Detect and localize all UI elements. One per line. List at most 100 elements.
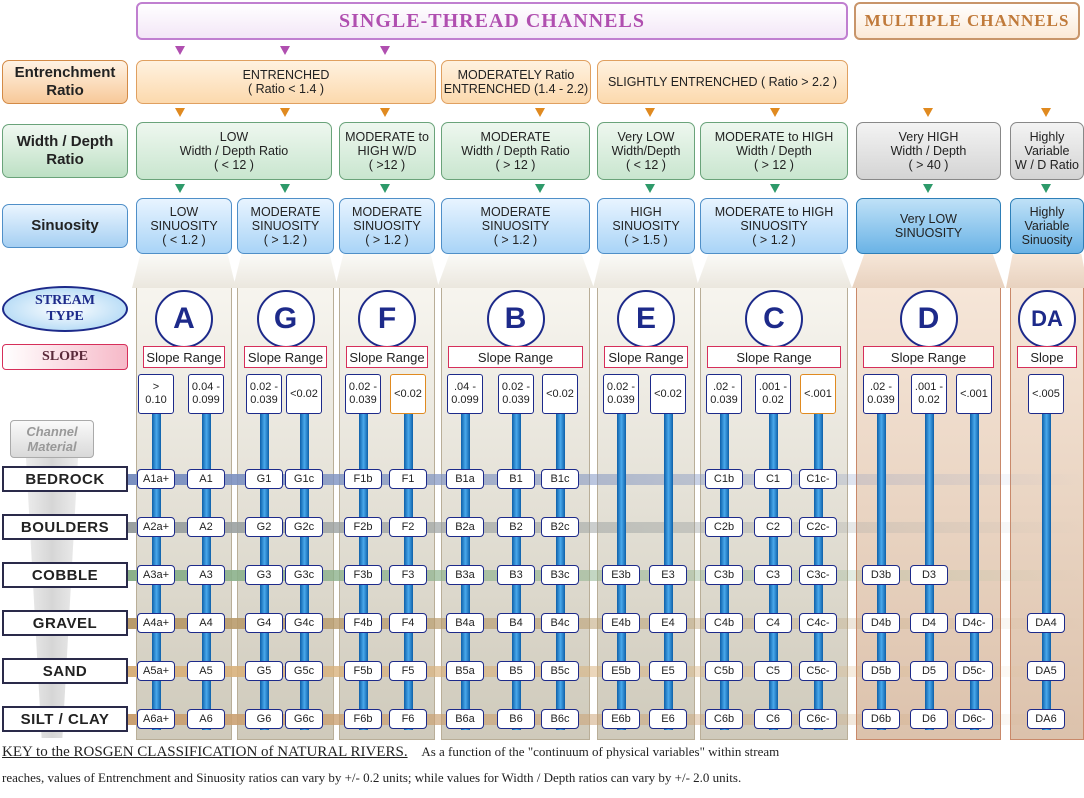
pipe <box>664 390 673 730</box>
pipe <box>461 390 470 730</box>
width-depth-box: MODERATE Width / Depth Ratio ( > 12 ) <box>441 122 590 180</box>
down-arrow-icon <box>380 108 390 117</box>
stream-type-e: E <box>617 290 675 348</box>
stream-type-cell: B6 <box>497 709 535 729</box>
stream-type-cell: D3b <box>862 565 900 585</box>
down-arrow-icon <box>923 108 933 117</box>
entrenchment-box: MODERATELY Ratio ENTRENCHED (1.4 - 2.2) <box>441 60 591 104</box>
sinuosity-box: MODERATE SINUOSITY ( > 1.2 ) <box>339 198 435 254</box>
down-arrow-icon <box>535 108 545 117</box>
column-funnel <box>593 254 699 288</box>
slope-value: <.001 <box>956 374 992 414</box>
footer-line-1: As a function of the "continuum of physi… <box>421 744 780 759</box>
pipe <box>152 390 161 730</box>
slope-value: <0.02 <box>542 374 578 414</box>
slope-value: 0.02 - 0.039 <box>498 374 534 414</box>
stream-type-cell: C3 <box>754 565 792 585</box>
pipe <box>260 390 269 730</box>
stream-type-cell: C6c- <box>799 709 837 729</box>
stream-type-cell: A2 <box>187 517 225 537</box>
stream-type-cell: C4c- <box>799 613 837 633</box>
stream-type-cell: A3a+ <box>137 565 175 585</box>
sinuosity-box: LOW SINUOSITY ( < 1.2 ) <box>136 198 232 254</box>
entrenchment-ratio-label: Entrenchment Ratio <box>2 60 128 104</box>
stream-type-cell: D5 <box>910 661 948 681</box>
entrenchment-box: SLIGHTLY ENTRENCHED ( Ratio > 2.2 ) <box>597 60 848 104</box>
material-band <box>128 522 1084 533</box>
stream-type-cell: A4a+ <box>137 613 175 633</box>
down-arrow-icon <box>770 184 780 193</box>
stream-type-cell: C3c- <box>799 565 837 585</box>
stream-type-cell: C4b <box>705 613 743 633</box>
down-arrow-icon <box>380 46 390 55</box>
stream-type-cell: A1 <box>187 469 225 489</box>
stream-type-cell: G4c <box>285 613 323 633</box>
stream-type-cell: C1b <box>705 469 743 489</box>
slope-value: .001 - 0.02 <box>911 374 947 414</box>
width-depth-ratio-label: Width / Depth Ratio <box>2 124 128 178</box>
material-sand: SAND <box>2 658 128 684</box>
slope-range-label: Slope Range <box>604 346 688 368</box>
single-thread-header: SINGLE-THREAD CHANNELS <box>136 2 848 40</box>
stream-type-cell: F1 <box>389 469 427 489</box>
slope-label: SLOPE <box>2 344 128 370</box>
stream-type-cell: F6b <box>344 709 382 729</box>
stream-type-label: STREAM TYPE <box>2 286 128 332</box>
stream-type-cell: C1 <box>754 469 792 489</box>
slope-value: 0.02 - 0.039 <box>246 374 282 414</box>
stream-type-cell: C1c- <box>799 469 837 489</box>
stream-type-cell: G5 <box>245 661 283 681</box>
stream-type-cell: G3 <box>245 565 283 585</box>
stream-type-cell: B5 <box>497 661 535 681</box>
stream-type-cell: DA6 <box>1027 709 1065 729</box>
stream-type-cell: B4a <box>446 613 484 633</box>
down-arrow-icon <box>645 184 655 193</box>
column-funnel <box>437 254 594 288</box>
stream-type-cell: B3c <box>541 565 579 585</box>
slope-value: 0.02 - 0.039 <box>603 374 639 414</box>
slope-value: .02 - 0.039 <box>863 374 899 414</box>
material-gravel: GRAVEL <box>2 610 128 636</box>
stream-type-cell: F2b <box>344 517 382 537</box>
slope-range-label: Slope Range <box>448 346 583 368</box>
width-depth-box: MODERATE to HIGH Width / Depth ( > 12 ) <box>700 122 848 180</box>
stream-type-cell: A5 <box>187 661 225 681</box>
stream-type-c: C <box>745 290 803 348</box>
stream-type-cell: D6c- <box>955 709 993 729</box>
stream-type-cell: B5a <box>446 661 484 681</box>
pipe <box>720 390 729 730</box>
stream-type-cell: D5c- <box>955 661 993 681</box>
multiple-channels-header: MULTIPLE CHANNELS <box>854 2 1080 40</box>
width-depth-box: Very LOW Width/Depth ( < 12 ) <box>597 122 695 180</box>
stream-type-cell: C3b <box>705 565 743 585</box>
stream-type-cell: G6 <box>245 709 283 729</box>
sinuosity-box: MODERATE SINUOSITY ( > 1.2 ) <box>237 198 334 254</box>
stream-type-f: F <box>358 290 416 348</box>
width-depth-box: Very HIGH Width / Depth ( > 40 ) <box>856 122 1001 180</box>
entrenchment-box: ENTRENCHED ( Ratio < 1.4 ) <box>136 60 436 104</box>
sinuosity-box: MODERATE SINUOSITY ( > 1.2 ) <box>441 198 590 254</box>
down-arrow-icon <box>175 184 185 193</box>
stream-type-a: A <box>155 290 213 348</box>
stream-type-cell: B1a <box>446 469 484 489</box>
stream-type-cell: DA4 <box>1027 613 1065 633</box>
stream-type-cell: E3 <box>649 565 687 585</box>
slope-value: <0.02 <box>650 374 686 414</box>
stream-type-cell: C4 <box>754 613 792 633</box>
pipe <box>512 390 521 730</box>
stream-type-cell: B1 <box>497 469 535 489</box>
stream-type-cell: G1 <box>245 469 283 489</box>
stream-type-cell: F5 <box>389 661 427 681</box>
footer-key-title: KEY to the ROSGEN CLASSIFICATION of NATU… <box>2 744 408 760</box>
slope-value: <0.02 <box>286 374 322 414</box>
stream-type-cell: E4 <box>649 613 687 633</box>
material-boulders: BOULDERS <box>2 514 128 540</box>
sinuosity-box: Very LOW SINUOSITY <box>856 198 1001 254</box>
stream-type-cell: F1b <box>344 469 382 489</box>
stream-type-cell: A4 <box>187 613 225 633</box>
sinuosity-box: Highly Variable Sinuosity <box>1010 198 1084 254</box>
stream-type-cell: G5c <box>285 661 323 681</box>
down-arrow-icon <box>280 184 290 193</box>
slope-range-label: Slope <box>1017 346 1077 368</box>
stream-type-cell: DA5 <box>1027 661 1065 681</box>
